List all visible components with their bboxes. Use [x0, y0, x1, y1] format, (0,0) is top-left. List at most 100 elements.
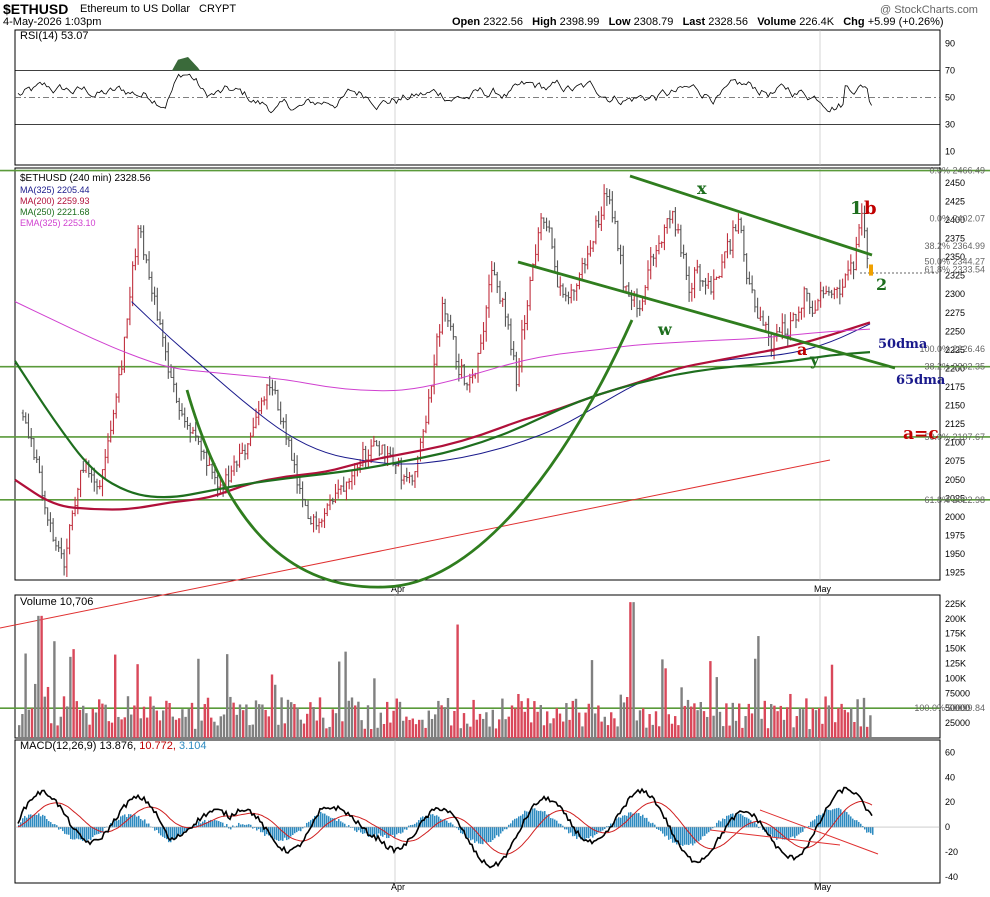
- datetime-label: 4-May-2026 1:03pm: [3, 16, 102, 28]
- macd-histogram-bar: [254, 827, 256, 828]
- cup-curve: [185, 319, 634, 589]
- volume-bar: [626, 697, 629, 738]
- macd-histogram-bar: [822, 813, 824, 828]
- macd-histogram-bar: [250, 824, 252, 828]
- volume-bar: [421, 719, 424, 738]
- volume-bar: [411, 718, 414, 738]
- macd-histogram-bar: [390, 827, 392, 836]
- rsi-tick-10: 10: [945, 147, 955, 157]
- volume-bar: [562, 721, 565, 738]
- volume-bar: [117, 716, 120, 738]
- macd-histogram-bar: [488, 827, 490, 843]
- volume-bar: [587, 703, 590, 738]
- macd-histogram-bar: [410, 825, 412, 828]
- macd-histogram-bar: [742, 815, 744, 828]
- macd-histogram-bar: [238, 822, 240, 828]
- macd-histogram-bar: [562, 825, 564, 828]
- macd-histogram-bar: [834, 808, 836, 828]
- macd-histogram-bar: [126, 816, 128, 828]
- volume-bar: [622, 702, 626, 738]
- macd-tick-2: 20: [945, 797, 955, 807]
- macd-histogram-bar: [548, 814, 550, 828]
- macd-histogram-bar: [230, 827, 232, 830]
- macd-histogram-bar: [772, 827, 774, 837]
- macd-histogram-bar: [324, 813, 326, 828]
- macd-histogram-bar: [394, 827, 396, 838]
- volume-bar: [789, 693, 792, 738]
- macd-histogram-bar: [96, 827, 98, 835]
- volume-bar: [120, 719, 123, 738]
- macd-histogram-bar: [660, 827, 662, 832]
- volume-bar: [654, 711, 658, 738]
- macd-histogram-bar: [258, 827, 260, 830]
- wave-2-label: 2: [876, 275, 888, 294]
- macd-histogram-bar: [248, 824, 250, 828]
- macd-histogram-bar: [478, 827, 480, 844]
- dma65-label: 65dma: [896, 373, 946, 388]
- rsi-overbought-fill: [172, 57, 200, 71]
- macd-histogram-bar: [138, 815, 140, 828]
- macd-histogram-bar: [836, 808, 838, 828]
- macd-histogram-bar: [872, 827, 874, 835]
- volume-bar: [18, 725, 21, 738]
- volume-bar: [472, 699, 475, 738]
- macd-histogram-bar: [260, 827, 262, 833]
- macd-histogram-bar: [206, 822, 208, 828]
- volume-bar: [354, 705, 357, 738]
- macd-histogram-bar: [286, 827, 288, 841]
- macd-histogram-bar: [534, 808, 536, 828]
- price-tick-2350: 2350: [945, 252, 965, 262]
- volume-bar: [24, 653, 27, 738]
- price-tick-2275: 2275: [945, 308, 965, 318]
- volume-bar: [696, 710, 699, 738]
- macd-histogram-bar: [832, 809, 834, 828]
- macd-histogram-bar: [516, 818, 518, 828]
- macd-histogram-bar: [128, 814, 130, 828]
- macd-histogram-bar: [812, 820, 814, 828]
- volume-bar: [232, 702, 235, 738]
- macd-histogram-bar: [142, 820, 144, 828]
- macd-histogram-bar: [278, 827, 280, 842]
- volume-bar: [830, 664, 834, 738]
- macd-histogram-bar: [656, 827, 658, 829]
- macd-histogram-bar: [624, 815, 626, 828]
- macd-histogram-bar: [402, 827, 404, 833]
- macd-histogram-bar: [606, 826, 608, 828]
- macd-histogram-bar: [520, 815, 522, 828]
- volume-bar: [821, 723, 824, 738]
- volume-bar: [574, 698, 578, 738]
- macd-histogram-bar: [484, 827, 486, 842]
- macd-histogram-bar: [438, 816, 440, 828]
- macd-title: MACD(12,26,9) 13.876, 10.772, 3.104: [20, 740, 207, 752]
- price-tick-2250: 2250: [945, 326, 965, 336]
- price-tick-2075: 2075: [945, 456, 965, 466]
- volume-bar: [267, 716, 270, 738]
- macd-histogram-bar: [68, 827, 70, 835]
- volume-bar: [568, 719, 571, 738]
- volume-bar: [494, 728, 498, 738]
- macd-histogram-bar: [140, 818, 142, 828]
- volume-bar: [430, 718, 434, 738]
- volume-bar: [667, 714, 670, 738]
- month-label-apr-top: Apr: [391, 584, 405, 594]
- macd-histogram-bar: [434, 815, 436, 828]
- macd-histogram-bar: [338, 819, 340, 828]
- macd-histogram-bar: [652, 822, 654, 828]
- volume-bar: [693, 703, 696, 738]
- volume-bar: [690, 706, 693, 738]
- macd-histogram-bar: [358, 827, 360, 831]
- macd-histogram-bar: [758, 827, 760, 829]
- macd-histogram-bar: [486, 827, 488, 843]
- rsi-tick-90: 90: [945, 39, 955, 49]
- macd-histogram-bar: [76, 827, 78, 839]
- macd-histogram-bar: [62, 827, 64, 832]
- macd-histogram-bar: [762, 827, 764, 830]
- volume-bar: [254, 700, 258, 738]
- volume-bar: [370, 729, 373, 738]
- price-tick-1950: 1950: [945, 549, 965, 559]
- volume-bar: [837, 708, 840, 738]
- volume-bar: [30, 708, 34, 738]
- macd-histogram-bar: [496, 827, 498, 836]
- macd-histogram-bar: [120, 816, 122, 828]
